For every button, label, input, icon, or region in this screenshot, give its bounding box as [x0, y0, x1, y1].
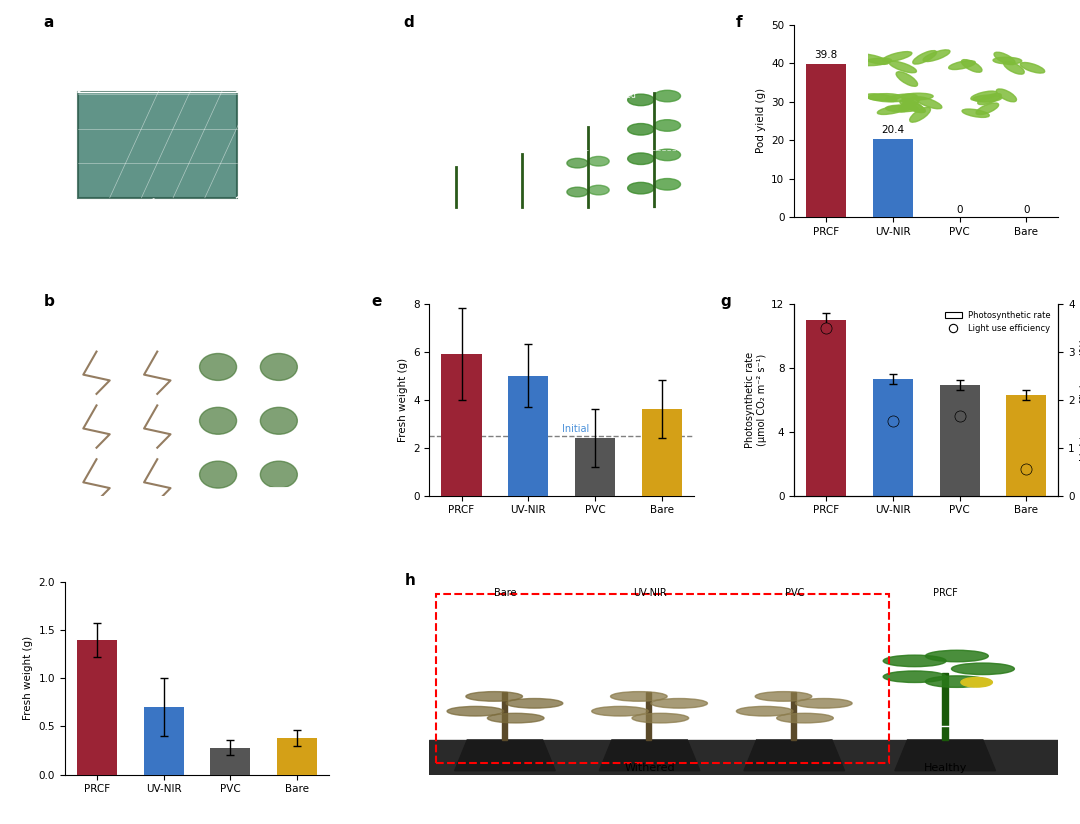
- Bar: [583, 58, 684, 111]
- Y-axis label: Pod yield (g): Pod yield (g): [756, 88, 766, 153]
- Ellipse shape: [926, 650, 988, 662]
- Circle shape: [200, 407, 237, 434]
- Text: 0: 0: [1023, 205, 1029, 215]
- Ellipse shape: [567, 158, 588, 168]
- Bar: [502, 692, 507, 740]
- Bar: [509, 376, 549, 496]
- Ellipse shape: [465, 691, 523, 701]
- Text: Withered: Withered: [624, 763, 675, 773]
- Ellipse shape: [926, 676, 988, 687]
- Text: Pod: Pod: [622, 91, 636, 100]
- Text: PRCF: PRCF: [644, 30, 665, 40]
- Bar: [211, 747, 251, 775]
- Circle shape: [260, 407, 297, 434]
- Y-axis label: Fresh weight (g): Fresh weight (g): [23, 636, 32, 720]
- Text: g: g: [720, 294, 731, 309]
- Bar: [1007, 395, 1047, 496]
- Bar: [942, 672, 948, 740]
- Bar: [873, 138, 913, 217]
- Ellipse shape: [588, 185, 609, 195]
- Ellipse shape: [796, 699, 852, 708]
- Text: 0: 0: [957, 205, 963, 215]
- Polygon shape: [895, 740, 996, 770]
- Ellipse shape: [627, 182, 654, 194]
- Ellipse shape: [883, 655, 946, 667]
- Ellipse shape: [507, 699, 563, 708]
- Polygon shape: [599, 740, 700, 770]
- Ellipse shape: [654, 91, 680, 102]
- Text: 39.8: 39.8: [814, 50, 838, 60]
- Text: PRCF: PRCF: [269, 309, 288, 318]
- Text: e: e: [372, 294, 381, 309]
- Ellipse shape: [777, 714, 834, 723]
- Text: b: b: [43, 294, 54, 309]
- Ellipse shape: [632, 714, 689, 723]
- Ellipse shape: [737, 706, 793, 716]
- Ellipse shape: [447, 706, 503, 716]
- Text: PRCF: PRCF: [933, 588, 958, 598]
- Y-axis label: Fresh weight (g): Fresh weight (g): [397, 358, 407, 442]
- Bar: [77, 640, 117, 775]
- Text: Bare: Bare: [87, 309, 106, 318]
- Ellipse shape: [883, 671, 946, 682]
- Bar: [575, 438, 615, 496]
- Ellipse shape: [654, 149, 680, 161]
- Circle shape: [200, 461, 237, 488]
- Bar: [435, 594, 889, 763]
- Legend: Photosynthetic rate, Light use efficiency: Photosynthetic rate, Light use efficienc…: [942, 307, 1054, 336]
- Text: a: a: [43, 15, 54, 30]
- Ellipse shape: [627, 153, 654, 165]
- Y-axis label: Photosynthetic rate
(μmol CO₂ m⁻² s⁻¹): Photosynthetic rate (μmol CO₂ m⁻² s⁻¹): [745, 352, 767, 447]
- Ellipse shape: [588, 157, 609, 166]
- Ellipse shape: [592, 706, 648, 716]
- Text: 2 m: 2 m: [206, 201, 225, 211]
- Ellipse shape: [567, 187, 588, 197]
- Ellipse shape: [651, 699, 707, 708]
- Text: Bare: Bare: [446, 30, 465, 40]
- Text: Bare: Bare: [494, 588, 516, 598]
- Bar: [806, 320, 847, 496]
- Text: d: d: [403, 15, 414, 30]
- Text: UV-NIR: UV-NIR: [205, 309, 231, 318]
- Polygon shape: [455, 740, 555, 770]
- Ellipse shape: [627, 94, 654, 105]
- Text: Healthy: Healthy: [923, 763, 967, 773]
- Bar: [647, 692, 651, 740]
- Bar: [806, 64, 847, 217]
- Text: h: h: [404, 573, 415, 588]
- Bar: [430, 740, 1058, 775]
- Text: f: f: [735, 15, 743, 30]
- Ellipse shape: [627, 124, 654, 135]
- Bar: [276, 738, 318, 775]
- Text: UV-NIR: UV-NIR: [633, 588, 666, 598]
- Text: PVC: PVC: [150, 309, 165, 318]
- Circle shape: [961, 677, 993, 687]
- Ellipse shape: [951, 663, 1014, 675]
- Ellipse shape: [755, 691, 812, 701]
- Ellipse shape: [654, 119, 680, 131]
- Bar: [873, 379, 913, 496]
- Circle shape: [260, 353, 297, 381]
- Bar: [78, 92, 237, 198]
- Text: UV-NIR: UV-NIR: [573, 30, 603, 40]
- Bar: [642, 410, 681, 496]
- Ellipse shape: [654, 179, 680, 190]
- Bar: [940, 386, 980, 496]
- Circle shape: [200, 353, 237, 381]
- Ellipse shape: [487, 714, 544, 723]
- Bar: [442, 354, 482, 496]
- Text: PVC: PVC: [514, 30, 530, 40]
- Ellipse shape: [610, 691, 667, 701]
- Text: 30 cm: 30 cm: [954, 714, 982, 723]
- Polygon shape: [744, 740, 845, 770]
- Bar: [792, 692, 796, 740]
- Circle shape: [260, 461, 297, 488]
- Text: Initial: Initial: [562, 424, 589, 434]
- Text: PVC: PVC: [784, 588, 804, 598]
- Text: 20.4: 20.4: [881, 124, 904, 134]
- Bar: [144, 707, 184, 775]
